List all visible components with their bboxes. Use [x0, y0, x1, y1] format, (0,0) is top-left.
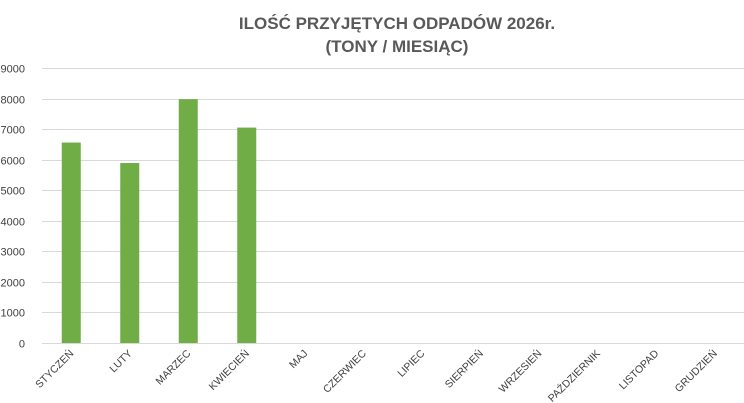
y-tick-label: 4000 — [1, 217, 25, 229]
x-tick-label: PAŹDZIERNIK — [545, 347, 603, 403]
x-tick-label: CZERWIEC — [321, 347, 369, 395]
bar — [237, 127, 257, 343]
x-axis-labels: STYCZEŃ LUTY MARZEC KWIECIEŃ MAJ CZERWIEC LIPI… — [33, 347, 720, 403]
x-tick-label: WRZESIEŃ — [496, 347, 544, 395]
y-tick-label: 8000 — [1, 95, 25, 107]
y-tick-label: 1000 — [1, 308, 25, 320]
bar — [120, 163, 140, 343]
x-tick-label: KWIECIEŃ — [206, 347, 252, 393]
x-tick-label: STYCZEŃ — [33, 347, 77, 391]
y-axis-ticks: 0 1000 2000 3000 4000 5000 6000 7000 8000 9000 — [1, 64, 25, 351]
bar — [178, 99, 198, 344]
y-tick-label: 3000 — [1, 247, 25, 259]
y-tick-label: 9000 — [1, 64, 25, 76]
bar — [61, 142, 81, 343]
x-tick-label: LISTOPAD — [617, 347, 662, 392]
y-tick-label: 7000 — [1, 125, 25, 137]
x-tick-label: MAJ — [287, 348, 310, 371]
bars — [61, 99, 257, 344]
x-tick-label: MARZEC — [154, 347, 194, 387]
x-tick-label: SIERPIEŃ — [442, 347, 486, 391]
y-tick-label: 6000 — [1, 156, 25, 168]
x-tick-label: GRUDZIEŃ — [672, 347, 720, 395]
chart-subtitle: (TONY / MIESIĄC) — [326, 37, 469, 56]
gridlines — [42, 68, 744, 344]
y-tick-label: 5000 — [1, 186, 25, 198]
x-tick-label: LUTY — [107, 348, 134, 375]
x-tick-label: LIPIEC — [395, 347, 427, 379]
chart-title: ILOŚĆ PRZYJĘTYCH ODPADÓW 2026r. — [239, 14, 555, 33]
y-tick-label: 2000 — [1, 278, 25, 290]
y-tick-label: 0 — [19, 339, 25, 351]
